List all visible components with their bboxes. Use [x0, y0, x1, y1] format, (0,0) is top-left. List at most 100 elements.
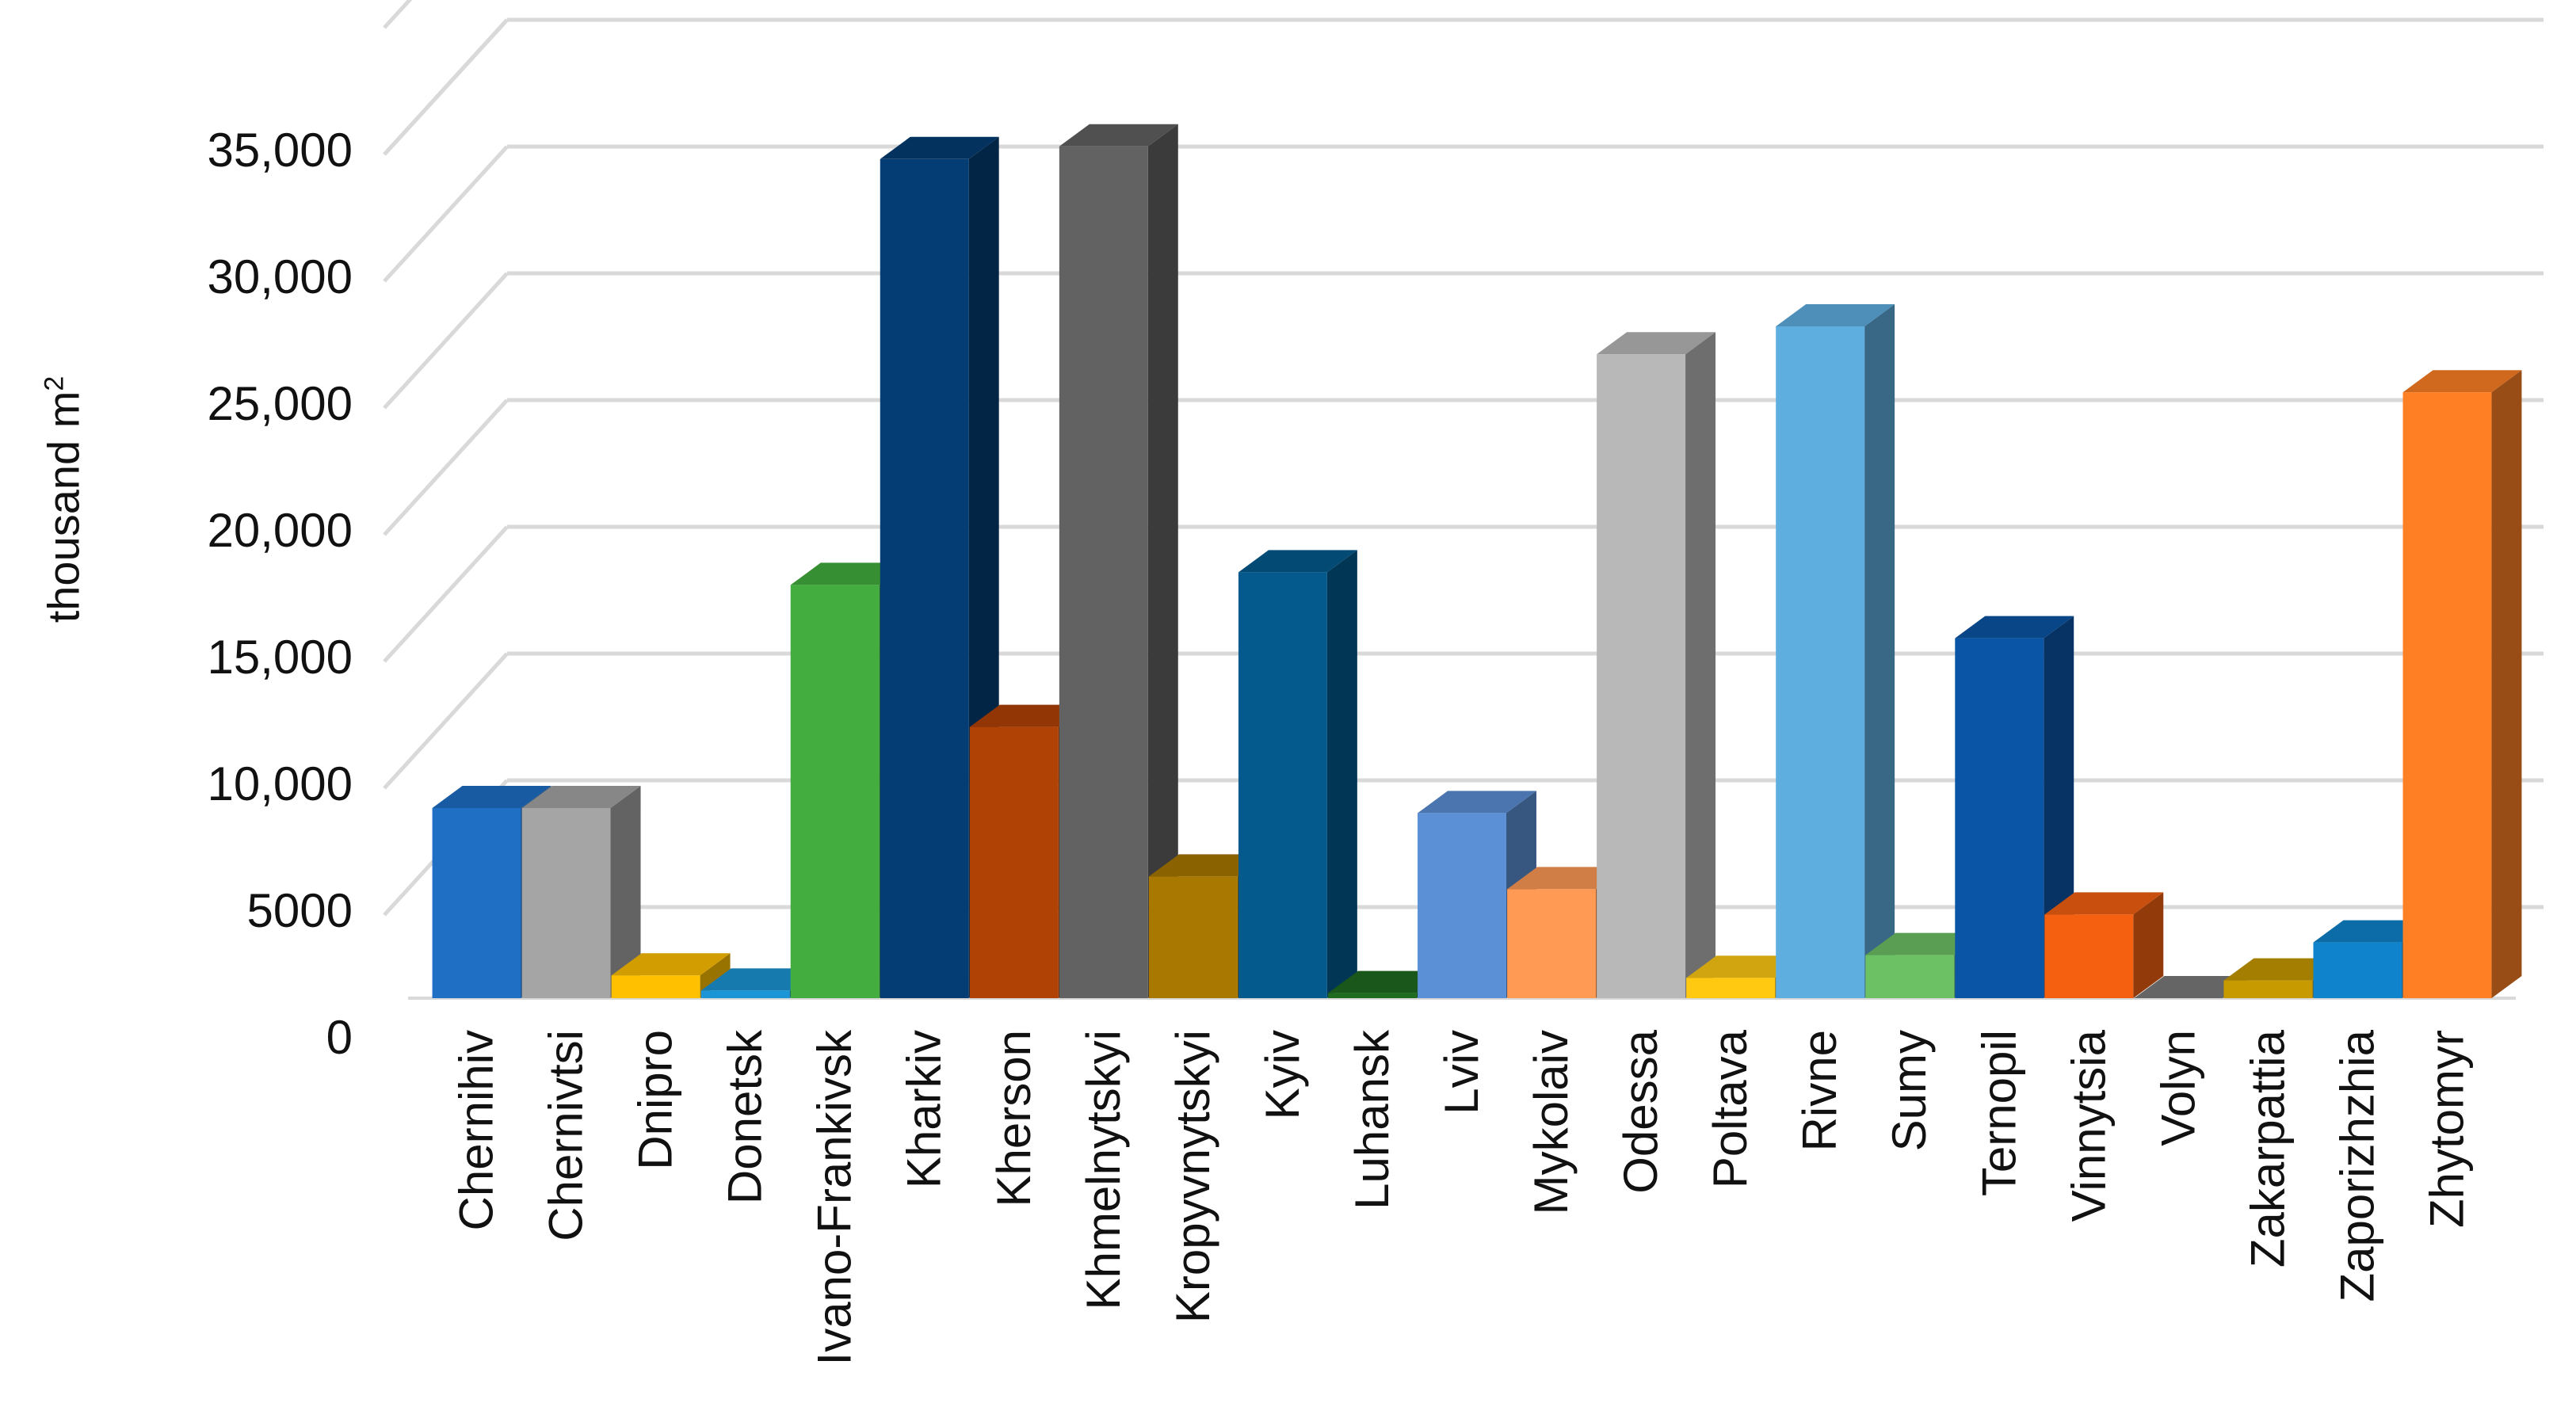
gridline-diagonal	[383, 525, 509, 663]
bar-kyiv	[1238, 550, 1357, 998]
bar-side	[1326, 550, 1357, 998]
bar-zhytomyr	[2402, 370, 2522, 998]
bar-side	[1685, 332, 1716, 998]
bar-front	[432, 808, 521, 998]
bar-top	[1059, 124, 1178, 147]
bar-front	[2313, 942, 2402, 998]
bar-side	[2133, 892, 2164, 998]
bar-side	[610, 786, 641, 998]
y-tick-label: 35,000	[207, 124, 353, 177]
x-tick-label: Kropyvnytskyi	[1166, 1030, 1219, 1323]
bar-side	[1864, 304, 1895, 998]
bar-top	[1148, 854, 1268, 877]
y-tick-label: 5000	[247, 884, 353, 937]
x-tick-label: Kharkiv	[898, 1030, 951, 1188]
bar-front	[700, 990, 790, 998]
bar-front	[1148, 876, 1238, 998]
bar-volyn	[2134, 976, 2254, 999]
bar-top	[2402, 370, 2522, 393]
bar-top	[2223, 958, 2343, 981]
gridline-diagonal	[383, 652, 509, 790]
bar-front	[2223, 980, 2313, 998]
gridline-diagonal	[383, 145, 509, 283]
x-tick-label: Dnipro	[629, 1030, 682, 1170]
x-tick-label: Kyiv	[1256, 1030, 1309, 1119]
x-tick-label: Mykolaiv	[1525, 1030, 1578, 1214]
bar-front	[1776, 326, 1865, 998]
bar-top	[880, 136, 999, 159]
bar-front	[1686, 978, 1776, 998]
bar-top	[2044, 892, 2164, 915]
x-tick-label: Rivne	[1793, 1030, 1846, 1151]
bar-top	[1328, 970, 1447, 993]
bar-front	[1238, 572, 1327, 998]
bar-dnipro	[611, 953, 731, 998]
bar-side	[2491, 370, 2522, 998]
bar-front	[1865, 955, 1955, 998]
x-tick-label: Luhansk	[1345, 1029, 1399, 1210]
x-tick-label: Zhytomyr	[2420, 1030, 2473, 1228]
bar-top	[1597, 332, 1716, 355]
bar-odessa	[1597, 332, 1716, 998]
x-tick-label: Lviv	[1435, 1030, 1488, 1115]
bar-khmelnytskyi	[1059, 124, 1178, 998]
bar-top	[1955, 616, 2074, 639]
y-tick-label: 30,000	[207, 250, 353, 303]
bar-front	[790, 585, 880, 998]
bar-sumy	[1865, 932, 1985, 998]
bar-top	[1507, 867, 1626, 890]
bar-top	[790, 562, 910, 585]
bar-kharkiv	[880, 136, 999, 998]
x-tick-label: Khmelnytskyi	[1077, 1030, 1130, 1310]
x-tick-label: Ternopil	[1972, 1030, 2025, 1196]
x-tick-label: Zaporizhzhia	[2330, 1029, 2383, 1302]
y-tick-label: 20,000	[207, 504, 353, 557]
bar-top	[2134, 976, 2254, 998]
gridline-diagonal	[383, 18, 509, 156]
y-tick-label: 25,000	[207, 377, 353, 430]
bar-front	[521, 808, 611, 998]
bar-top	[521, 786, 641, 808]
bar-vinnytsia	[2044, 892, 2164, 998]
bar-front	[969, 726, 1059, 998]
bar-top	[1238, 550, 1357, 573]
x-tick-label: Ivano-Frankivsk	[808, 1029, 861, 1365]
bar-front	[1418, 813, 1506, 998]
bar-top	[969, 704, 1089, 727]
x-tick-label: Donetsk	[719, 1029, 772, 1204]
bar-front	[611, 975, 700, 998]
bar-top	[611, 953, 731, 976]
bar-front	[2044, 914, 2134, 998]
y-tick-label: 0	[326, 1011, 353, 1064]
x-tick-label: Poltava	[1704, 1029, 1757, 1188]
bar-front	[2402, 392, 2492, 998]
x-tick-label: Vinnytsia	[2062, 1029, 2115, 1222]
gridline-diagonal	[383, 272, 509, 410]
x-tick-label: Odessa	[1614, 1029, 1667, 1193]
bar-top	[1418, 791, 1536, 814]
bar-front	[1328, 993, 1417, 998]
x-tick-label: Zakarpattia	[2241, 1029, 2294, 1268]
y-tick-label: 10,000	[207, 757, 353, 810]
x-tick-label: Chernihiv	[450, 1030, 503, 1230]
gridline-diagonal	[383, 0, 413, 29]
x-tick-label: Sumy	[1883, 1030, 1936, 1151]
x-tick-labels: Chernihiv Chernivtsi Dnipro Donetsk Ivano-Fr…	[450, 1029, 2474, 1365]
x-tick-label: Kherson	[987, 1030, 1040, 1207]
bar-front	[880, 158, 969, 998]
bar-chernivtsi	[521, 786, 641, 998]
bar-top	[1865, 932, 1985, 955]
bars	[432, 124, 2522, 999]
bar-front	[1597, 354, 1686, 998]
bar-top	[2313, 920, 2433, 943]
x-tick-label: Chernivtsi	[540, 1030, 593, 1241]
bar-front	[1955, 638, 2044, 998]
x-tick-label: Volyn	[2151, 1030, 2204, 1146]
bar-front	[1059, 146, 1148, 998]
bar-side	[1147, 124, 1178, 998]
bar-top	[700, 968, 820, 991]
bar-front	[1507, 889, 1596, 998]
bar-top	[432, 786, 551, 808]
